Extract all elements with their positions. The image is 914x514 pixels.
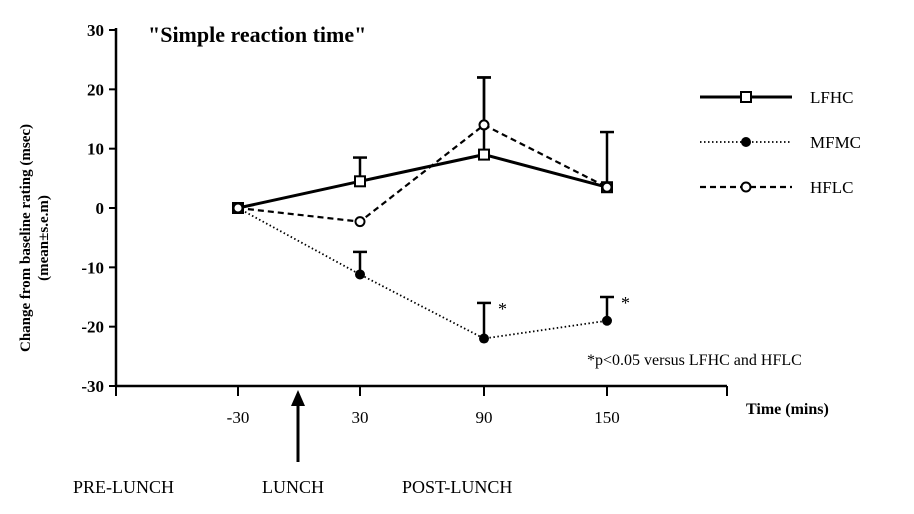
y-axis-label-line2: (mean±s.e.m) — [36, 195, 52, 281]
series-hflc — [232, 76, 613, 228]
phase-label-post-lunch: POST-LUNCH — [402, 477, 512, 497]
phase-label-pre-lunch: PRE-LUNCH — [73, 477, 174, 497]
significance-star: * — [498, 299, 507, 319]
x-tick-label: 90 — [476, 408, 493, 427]
data-point-hflc — [354, 216, 366, 228]
data-point-mfmc — [355, 269, 365, 280]
series-layer: * * — [232, 76, 630, 344]
x-axis-label: Time (mins) — [746, 401, 829, 418]
data-point-lfhc — [478, 148, 490, 161]
data-point-mfmc — [602, 315, 612, 326]
series-mfmc — [233, 203, 614, 344]
series-lfhc — [232, 76, 614, 214]
y-tick-label: 0 — [96, 199, 105, 218]
axes: 30 20 10 0 -10 -20 -30 -30 30 90 150 — [81, 21, 728, 427]
data-point-mfmc — [479, 333, 489, 344]
y-axis-label-line1: Change from baseline rating (msec) — [18, 124, 34, 352]
y-tick-label: -10 — [81, 258, 104, 277]
x-tick-label: -30 — [227, 408, 250, 427]
series-line-mfmc — [237, 207, 608, 340]
y-tick-label: 10 — [87, 140, 104, 159]
footnote: *p<0.05 versus LFHC and HFLC — [587, 352, 802, 369]
legend-marker-hflc — [740, 181, 752, 193]
legend-marker-mfmc — [741, 137, 751, 147]
y-tick-label: 30 — [87, 21, 104, 40]
phase-label-lunch: LUNCH — [262, 477, 324, 497]
lunch-arrow-icon — [291, 390, 305, 406]
y-tick-label: -20 — [81, 318, 104, 337]
x-tick-label: 150 — [594, 408, 620, 427]
y-tick-label: 20 — [87, 80, 104, 99]
data-point-hflc — [601, 181, 613, 193]
data-point-lfhc — [354, 175, 366, 188]
data-point-hflc — [478, 119, 490, 131]
x-tick-label: 30 — [352, 408, 369, 427]
series-line-hflc — [237, 123, 608, 223]
legend-label-hflc: HFLC — [810, 178, 853, 197]
significance-star: * — [621, 293, 630, 313]
y-tick-label: -30 — [81, 377, 104, 396]
chart-title: "Simple reaction time" — [148, 22, 366, 47]
series-line-lfhc — [237, 153, 608, 210]
legend-label-lfhc: LFHC — [810, 88, 853, 107]
data-point-hflc — [232, 202, 244, 214]
legend-marker-lfhc — [740, 91, 752, 103]
legend-label-mfmc: MFMC — [810, 133, 861, 152]
legend: LFHC MFMC HFLC — [700, 88, 861, 197]
